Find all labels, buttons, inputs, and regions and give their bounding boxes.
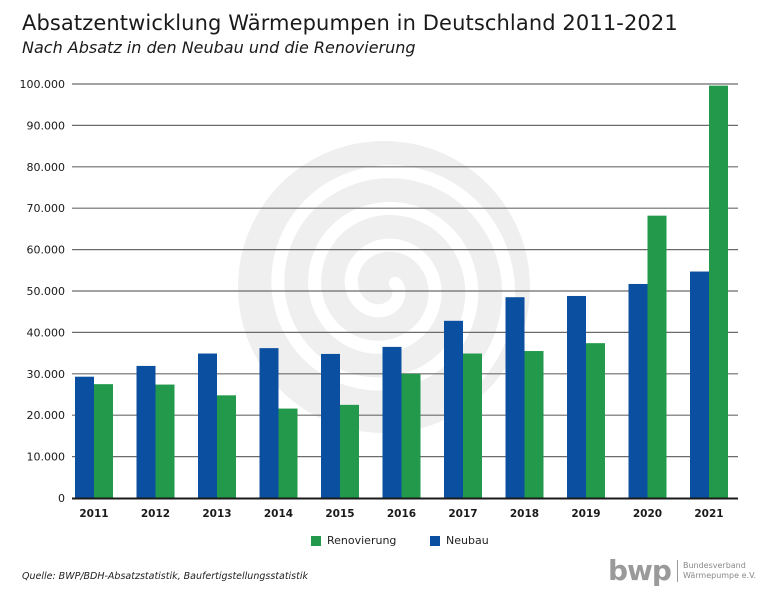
bar-chart: 0 10.000 20.000 30.000 40.000 50.000 60.000 70.… xyxy=(20,78,738,520)
y-tick-label: 30.000 xyxy=(27,368,66,381)
x-tick-label: 2014 xyxy=(264,508,293,520)
legend-label-neubau: Neubau xyxy=(446,534,489,547)
bar-renovierung xyxy=(586,343,605,498)
logo-line-2: Wärmepumpe e.V. xyxy=(682,571,757,580)
bar-renovierung xyxy=(217,395,236,498)
bar-renovierung xyxy=(94,384,113,498)
y-tick-label: 60.000 xyxy=(27,244,66,257)
x-tick-label: 2016 xyxy=(387,508,416,520)
bar-renovierung xyxy=(278,408,298,498)
y-tick-label: 0 xyxy=(58,492,65,505)
chart-subtitle: Nach Absatz in den Neubau und die Renovi… xyxy=(22,38,416,57)
x-tick-label: 2011 xyxy=(79,508,108,520)
bar-neubau xyxy=(75,376,94,498)
y-tick-label: 50.000 xyxy=(27,285,66,298)
y-tick-label: 20.000 xyxy=(27,409,66,422)
bar-neubau xyxy=(628,283,648,498)
x-tick-label: 2018 xyxy=(510,508,539,520)
logo-divider xyxy=(676,560,678,582)
x-tick-label: 2012 xyxy=(141,508,170,520)
bar-neubau xyxy=(567,295,586,498)
bars xyxy=(75,85,728,499)
x-tick-label: 2015 xyxy=(325,508,354,520)
legend-item-neubau: Neubau xyxy=(430,534,489,547)
bar-neubau xyxy=(690,271,709,498)
y-tick-label: 80.000 xyxy=(27,161,66,174)
legend-item-renovierung: Renovierung xyxy=(311,534,396,547)
x-tick-label: 2013 xyxy=(202,508,231,520)
legend-swatch-neubau xyxy=(430,535,440,546)
bar-neubau xyxy=(136,365,156,498)
bar-neubau xyxy=(505,297,525,498)
bar-renovierung xyxy=(647,215,667,499)
bar-neubau xyxy=(382,346,402,498)
x-tick-label: 2019 xyxy=(571,508,600,520)
logo-line-1: Bundesverband xyxy=(682,561,746,570)
bar-renovierung xyxy=(463,353,482,498)
bar-renovierung xyxy=(709,85,728,498)
source-note: Quelle: BWP/BDH-Absatzstatistik, Baufert… xyxy=(22,571,309,582)
x-tick-label: 2017 xyxy=(448,508,477,520)
logo-text: Bundesverband Wärmepumpe e.V. xyxy=(683,561,756,581)
y-axis-labels: 0 10.000 20.000 30.000 40.000 50.000 60.000 70.… xyxy=(20,78,66,505)
bar-neubau xyxy=(259,348,279,498)
bar-neubau xyxy=(321,353,340,498)
bar-renovierung xyxy=(401,373,421,498)
bar-neubau xyxy=(444,320,463,498)
x-tick-label: 2020 xyxy=(633,508,662,520)
x-tick-label: 2021 xyxy=(694,508,723,520)
bar-renovierung xyxy=(155,384,175,498)
x-axis-labels: 2011 2012 2013 2014 2015 2016 2017 2018 2019 2020… xyxy=(79,508,723,520)
y-tick-label: 90.000 xyxy=(27,119,66,132)
bar-neubau xyxy=(198,353,217,498)
bwp-logo: bwp Bundesverband Wärmepumpe e.V. xyxy=(608,557,756,585)
chart-title: Absatzentwicklung Wärmepumpen in Deutsch… xyxy=(22,11,678,35)
legend: Renovierung Neubau xyxy=(0,534,768,552)
legend-swatch-renovierung xyxy=(311,535,321,546)
logo-mark: bwp xyxy=(608,554,672,587)
bar-renovierung xyxy=(340,404,359,498)
y-tick-label: 70.000 xyxy=(27,202,66,215)
legend-label-renovierung: Renovierung xyxy=(327,534,397,547)
y-tick-label: 100.000 xyxy=(20,78,66,91)
bar-renovierung xyxy=(524,351,544,498)
y-tick-label: 40.000 xyxy=(27,326,66,339)
watermark-spiral xyxy=(271,165,515,399)
y-tick-label: 10.000 xyxy=(27,451,66,464)
